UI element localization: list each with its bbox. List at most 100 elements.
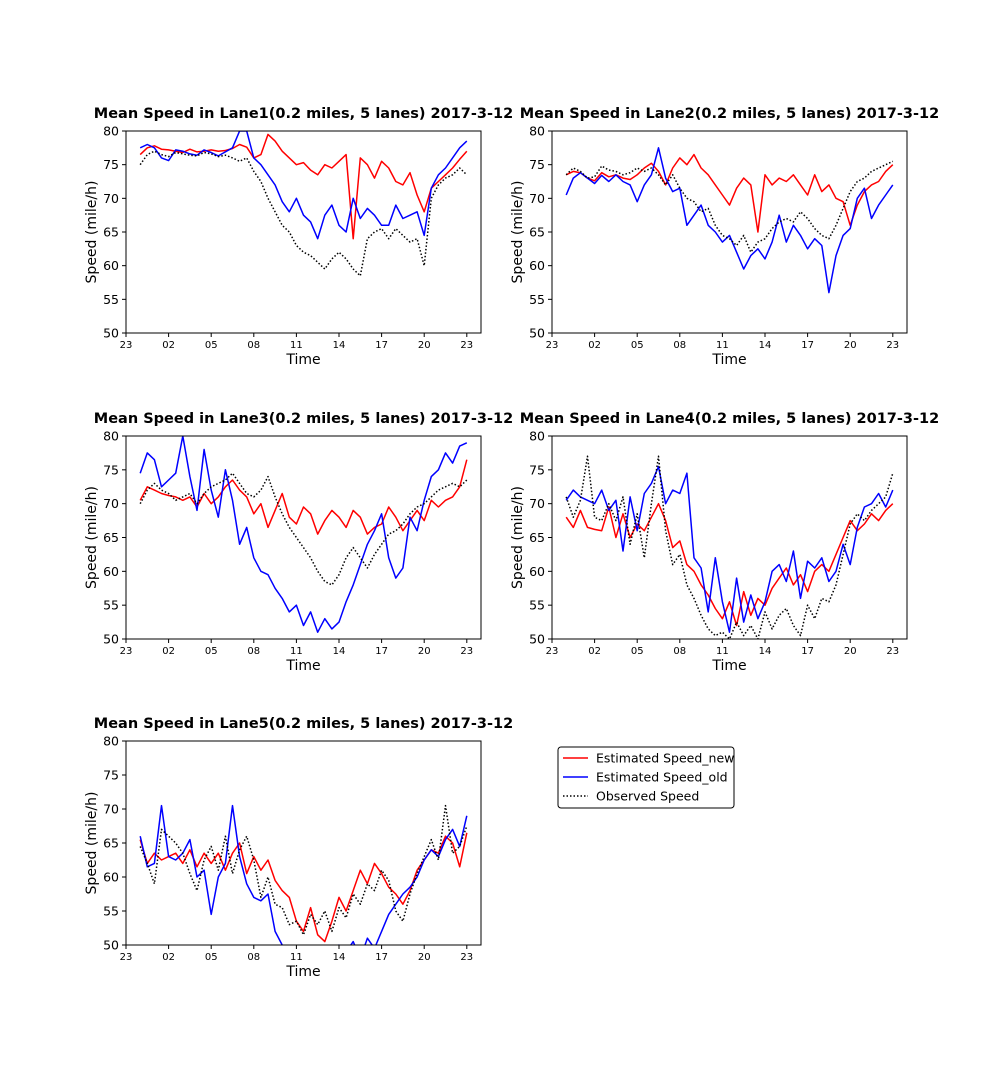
x-tick-label: 08 xyxy=(673,340,686,351)
series-group xyxy=(139,436,468,633)
plot-lane-5: Mean Speed in Lane5(0.2 miles, 5 lanes) … xyxy=(84,716,513,980)
x-tick-label: 23 xyxy=(886,646,899,657)
y-tick-label: 80 xyxy=(103,124,119,139)
series-group xyxy=(139,131,468,277)
y-tick-label: 80 xyxy=(529,124,545,139)
y-axis-label: Speed (mile/h) xyxy=(84,486,100,589)
plot-title: Mean Speed in Lane3(0.2 miles, 5 lanes) … xyxy=(94,411,513,427)
series-line-observed xyxy=(565,160,894,253)
series-line-observed xyxy=(565,455,894,639)
plot-lane-1: Mean Speed in Lane1(0.2 miles, 5 lanes) … xyxy=(84,106,513,368)
y-tick-label: 55 xyxy=(103,292,119,307)
x-tick-label: 11 xyxy=(716,646,729,657)
series-line-estimated-old xyxy=(139,804,468,945)
y-tick-label: 50 xyxy=(529,326,545,341)
legend: Estimated Speed_new Estimated Speed_old … xyxy=(557,746,735,809)
x-tick-label: 23 xyxy=(546,646,559,657)
series-line-estimated-new xyxy=(565,153,894,233)
y-tick-label: 70 xyxy=(529,496,545,511)
x-tick-label: 14 xyxy=(759,340,772,351)
x-tick-label: 23 xyxy=(120,952,133,963)
y-tick-label: 50 xyxy=(103,632,119,647)
series-line-estimated-old xyxy=(139,131,468,240)
y-tick-label: 80 xyxy=(103,429,119,444)
y-tick-label: 65 xyxy=(529,530,545,545)
x-tick-label: 05 xyxy=(205,952,218,963)
y-tick-label: 75 xyxy=(103,768,119,783)
x-tick-label: 17 xyxy=(801,340,814,351)
x-tick-label: 08 xyxy=(673,646,686,657)
x-tick-label: 17 xyxy=(375,646,388,657)
x-axis-label: Time xyxy=(711,352,746,368)
x-tick-label: 05 xyxy=(205,646,218,657)
x-tick-label: 20 xyxy=(418,646,431,657)
y-tick-label: 55 xyxy=(529,598,545,613)
series-line-estimated-new xyxy=(139,459,468,535)
y-tick-label: 80 xyxy=(103,734,119,749)
series-line-estimated-old xyxy=(139,436,468,633)
y-tick-label: 50 xyxy=(103,938,119,953)
x-tick-label: 11 xyxy=(290,340,303,351)
series-line-observed xyxy=(139,472,468,586)
plot-lane-3: Mean Speed in Lane3(0.2 miles, 5 lanes) … xyxy=(84,411,513,674)
x-tick-label: 02 xyxy=(162,646,175,657)
y-tick-label: 55 xyxy=(103,904,119,919)
y-tick-label: 75 xyxy=(529,157,545,172)
series-group xyxy=(565,455,894,639)
x-tick-label: 17 xyxy=(375,340,388,351)
x-tick-label: 23 xyxy=(460,340,473,351)
legend-frame xyxy=(557,746,735,809)
legend-label-estimated-new: Estimated Speed_new xyxy=(596,751,734,766)
x-tick-label: 14 xyxy=(759,646,772,657)
x-tick-label: 14 xyxy=(333,952,346,963)
plot-lane-2: Mean Speed in Lane2(0.2 miles, 5 lanes) … xyxy=(510,106,939,368)
x-tick-label: 14 xyxy=(333,340,346,351)
y-axis-label: Speed (mile/h) xyxy=(510,486,526,589)
legend-label-estimated-old: Estimated Speed_old xyxy=(596,770,728,785)
y-tick-label: 60 xyxy=(103,870,119,885)
x-tick-label: 02 xyxy=(162,952,175,963)
plots: Mean Speed in Lane1(0.2 miles, 5 lanes) … xyxy=(84,106,939,980)
x-tick-label: 20 xyxy=(418,952,431,963)
x-tick-label: 05 xyxy=(631,340,644,351)
y-tick-label: 65 xyxy=(103,225,119,240)
x-tick-label: 05 xyxy=(631,646,644,657)
x-axis-label: Time xyxy=(711,658,746,674)
x-tick-label: 17 xyxy=(375,952,388,963)
y-tick-label: 70 xyxy=(103,191,119,206)
x-tick-label: 23 xyxy=(546,340,559,351)
series-line-estimated-new xyxy=(139,133,468,240)
series-group xyxy=(565,147,894,294)
x-tick-label: 20 xyxy=(844,340,857,351)
x-tick-label: 08 xyxy=(247,952,260,963)
y-tick-label: 60 xyxy=(103,564,119,579)
plot-lane-4: Mean Speed in Lane4(0.2 miles, 5 lanes) … xyxy=(510,411,939,674)
x-tick-label: 17 xyxy=(801,646,814,657)
x-tick-label: 11 xyxy=(290,952,303,963)
y-tick-label: 75 xyxy=(529,462,545,477)
series-line-estimated-new xyxy=(565,502,894,627)
plot-title: Mean Speed in Lane2(0.2 miles, 5 lanes) … xyxy=(520,106,939,122)
y-tick-label: 75 xyxy=(103,157,119,172)
y-tick-label: 80 xyxy=(529,429,545,444)
plot-title: Mean Speed in Lane1(0.2 miles, 5 lanes) … xyxy=(94,106,513,122)
plot-title: Mean Speed in Lane4(0.2 miles, 5 lanes) … xyxy=(520,411,939,427)
y-tick-label: 55 xyxy=(529,292,545,307)
x-axis-label: Time xyxy=(285,964,320,980)
y-tick-label: 50 xyxy=(529,632,545,647)
series-group xyxy=(139,804,468,945)
plot-title: Mean Speed in Lane5(0.2 miles, 5 lanes) … xyxy=(94,716,513,732)
x-tick-label: 11 xyxy=(290,646,303,657)
y-tick-label: 70 xyxy=(103,802,119,817)
x-tick-label: 23 xyxy=(120,340,133,351)
x-tick-label: 20 xyxy=(418,340,431,351)
x-tick-label: 20 xyxy=(844,646,857,657)
y-axis-label: Speed (mile/h) xyxy=(84,792,100,895)
series-line-observed xyxy=(139,150,468,277)
x-tick-label: 05 xyxy=(205,340,218,351)
x-tick-label: 23 xyxy=(120,646,133,657)
x-tick-label: 23 xyxy=(886,340,899,351)
series-line-estimated-old xyxy=(565,465,894,633)
y-tick-label: 65 xyxy=(103,530,119,545)
